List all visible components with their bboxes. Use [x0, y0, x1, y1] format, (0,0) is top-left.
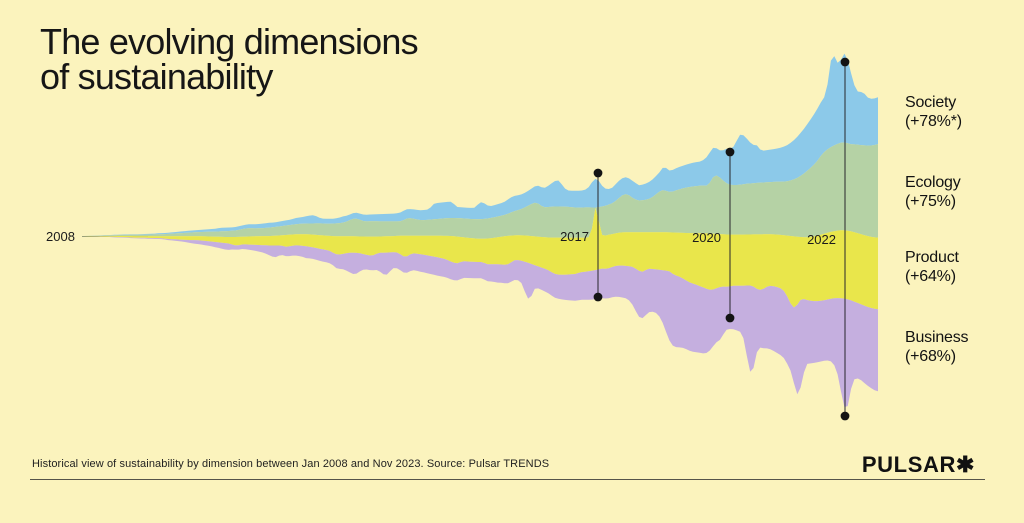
- marker-dot-2022: [840, 57, 850, 67]
- title-line-1: The evolving dimensions: [40, 21, 419, 62]
- footer-caption: Historical view of sustainability by dim…: [32, 458, 550, 470]
- stream-layer-ecology: [84, 142, 878, 239]
- title-line-2: of sustainability: [40, 56, 273, 97]
- stream-layer-business: [84, 236, 878, 407]
- page-title: The evolving dimensions of sustainabilit…: [40, 21, 419, 97]
- marker-dot-2017: [593, 168, 603, 178]
- legend-society-change: (+78%*): [905, 113, 962, 130]
- stream-layer-product: [84, 208, 878, 310]
- legend-product-name: Product: [905, 249, 959, 266]
- legend-ecology-name: Ecology: [905, 174, 961, 191]
- marker-year-label-2017: 2017: [560, 229, 589, 244]
- marker-dot-2020: [725, 147, 735, 157]
- axis-start-year-label: 2008: [46, 229, 75, 244]
- marker-year-label-2022: 2022: [807, 232, 836, 247]
- pulsar-logo-text: PULSAR: [861, 452, 956, 477]
- footer-divider: [30, 479, 985, 480]
- marker-dot-2022: [840, 411, 850, 421]
- legend-business-name: Business: [905, 329, 969, 346]
- legend-society-name: Society: [905, 94, 957, 111]
- legend-item-society: Society (+78%*): [905, 93, 962, 131]
- marker-dot-2020: [725, 313, 735, 323]
- legend-item-ecology: Ecology (+75%): [905, 173, 961, 211]
- marker-year-label-2020: 2020: [692, 230, 721, 245]
- legend-business-change: (+68%): [905, 348, 956, 365]
- legend-ecology-change: (+75%): [905, 193, 956, 210]
- legend-item-business: Business (+68%): [905, 328, 969, 366]
- pulsar-logo: PULSAR✱: [862, 452, 975, 478]
- legend-product-change: (+64%): [905, 268, 956, 285]
- legend-item-product: Product (+64%): [905, 248, 959, 286]
- marker-dot-2017: [593, 292, 603, 302]
- pulsar-logo-asterisk-icon: ✱: [955, 452, 975, 477]
